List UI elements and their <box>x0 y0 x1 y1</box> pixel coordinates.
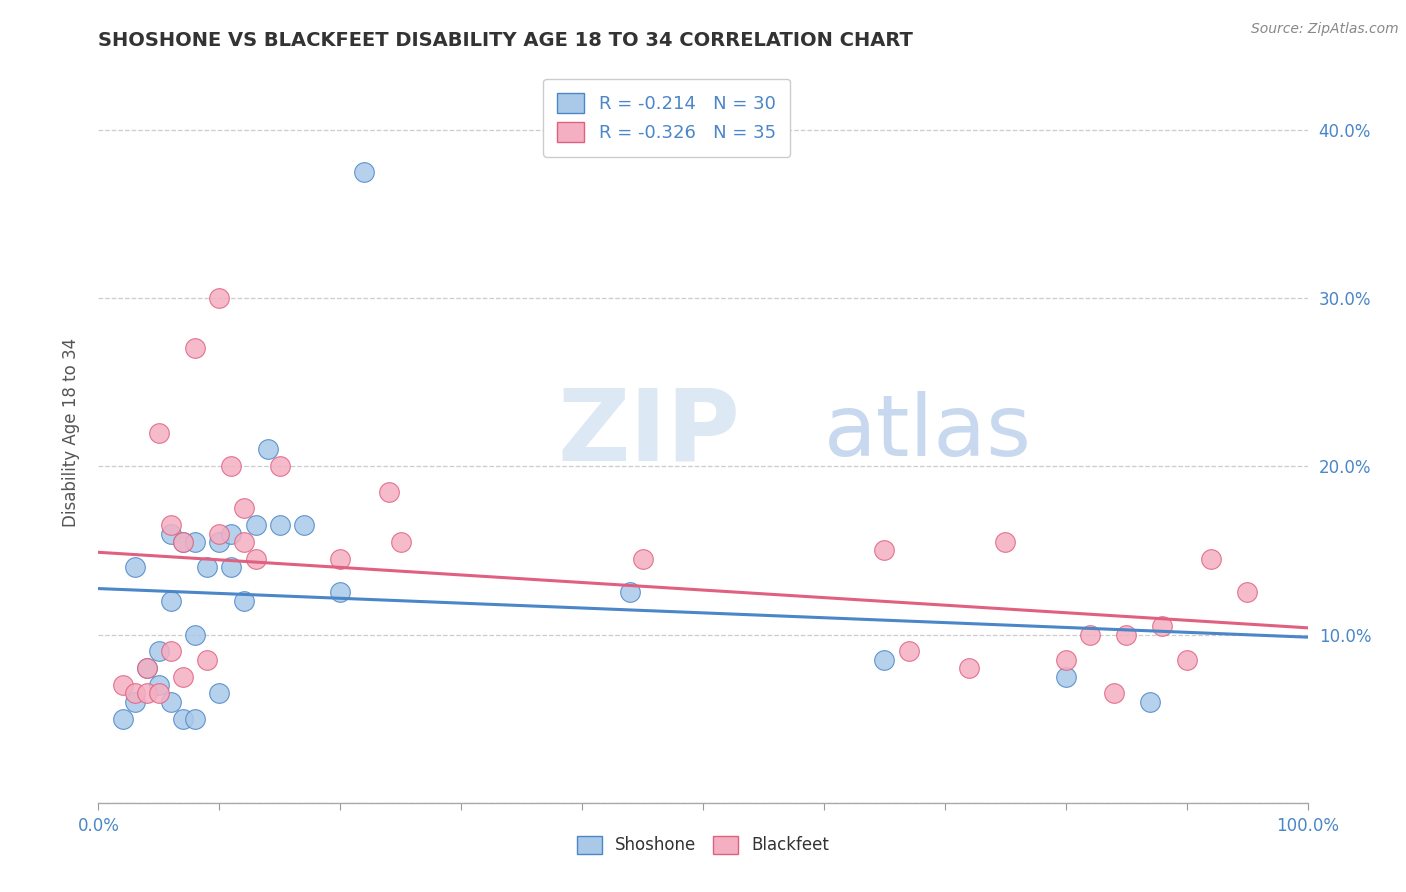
Point <box>221 459 243 474</box>
Point <box>135 661 157 675</box>
Point <box>111 712 134 726</box>
Point <box>389 535 412 549</box>
Point <box>148 644 170 658</box>
Point <box>160 644 183 658</box>
Point <box>631 551 654 566</box>
Point <box>329 551 352 566</box>
Point <box>619 585 641 599</box>
Point <box>269 459 291 474</box>
Point <box>172 535 194 549</box>
Text: Source: ZipAtlas.com: Source: ZipAtlas.com <box>1251 22 1399 37</box>
Legend: Shoshone, Blackfeet: Shoshone, Blackfeet <box>569 829 837 861</box>
Point <box>353 165 375 179</box>
Point <box>1054 670 1077 684</box>
Point <box>232 535 254 549</box>
Point <box>292 518 315 533</box>
Point <box>957 661 980 675</box>
Point <box>1199 551 1222 566</box>
Point <box>160 695 183 709</box>
Text: atlas: atlas <box>824 391 1032 475</box>
Point <box>135 686 157 700</box>
Point <box>208 535 231 549</box>
Point <box>172 670 194 684</box>
Point <box>135 661 157 675</box>
Point <box>232 501 254 516</box>
Point <box>377 484 399 499</box>
Point <box>160 594 183 608</box>
Point <box>1078 627 1101 641</box>
Point <box>873 543 896 558</box>
Point <box>1152 619 1174 633</box>
Point <box>124 686 146 700</box>
Point <box>897 644 920 658</box>
Point <box>148 678 170 692</box>
Point <box>184 535 207 549</box>
Point <box>111 678 134 692</box>
Point <box>221 560 243 574</box>
Point <box>124 560 146 574</box>
Point <box>124 695 146 709</box>
Point <box>184 627 207 641</box>
Point <box>873 653 896 667</box>
Point <box>160 526 183 541</box>
Point <box>256 442 278 457</box>
Point <box>184 342 207 356</box>
Point <box>184 712 207 726</box>
Point <box>172 712 194 726</box>
Point <box>195 560 218 574</box>
Text: ZIP: ZIP <box>558 384 741 481</box>
Point <box>994 535 1017 549</box>
Point <box>329 585 352 599</box>
Point <box>1115 627 1137 641</box>
Point <box>172 535 194 549</box>
Point <box>148 686 170 700</box>
Point <box>1236 585 1258 599</box>
Point <box>208 291 231 305</box>
Point <box>245 518 267 533</box>
Point <box>1139 695 1161 709</box>
Y-axis label: Disability Age 18 to 34: Disability Age 18 to 34 <box>62 338 80 527</box>
Point <box>1102 686 1125 700</box>
Text: SHOSHONE VS BLACKFEET DISABILITY AGE 18 TO 34 CORRELATION CHART: SHOSHONE VS BLACKFEET DISABILITY AGE 18 … <box>98 30 914 50</box>
Point <box>221 526 243 541</box>
Point <box>245 551 267 566</box>
Point <box>232 594 254 608</box>
Point <box>1054 653 1077 667</box>
Point <box>269 518 291 533</box>
Point <box>195 653 218 667</box>
Point <box>160 518 183 533</box>
Point <box>148 425 170 440</box>
Point <box>1175 653 1198 667</box>
Point <box>208 526 231 541</box>
Point <box>208 686 231 700</box>
